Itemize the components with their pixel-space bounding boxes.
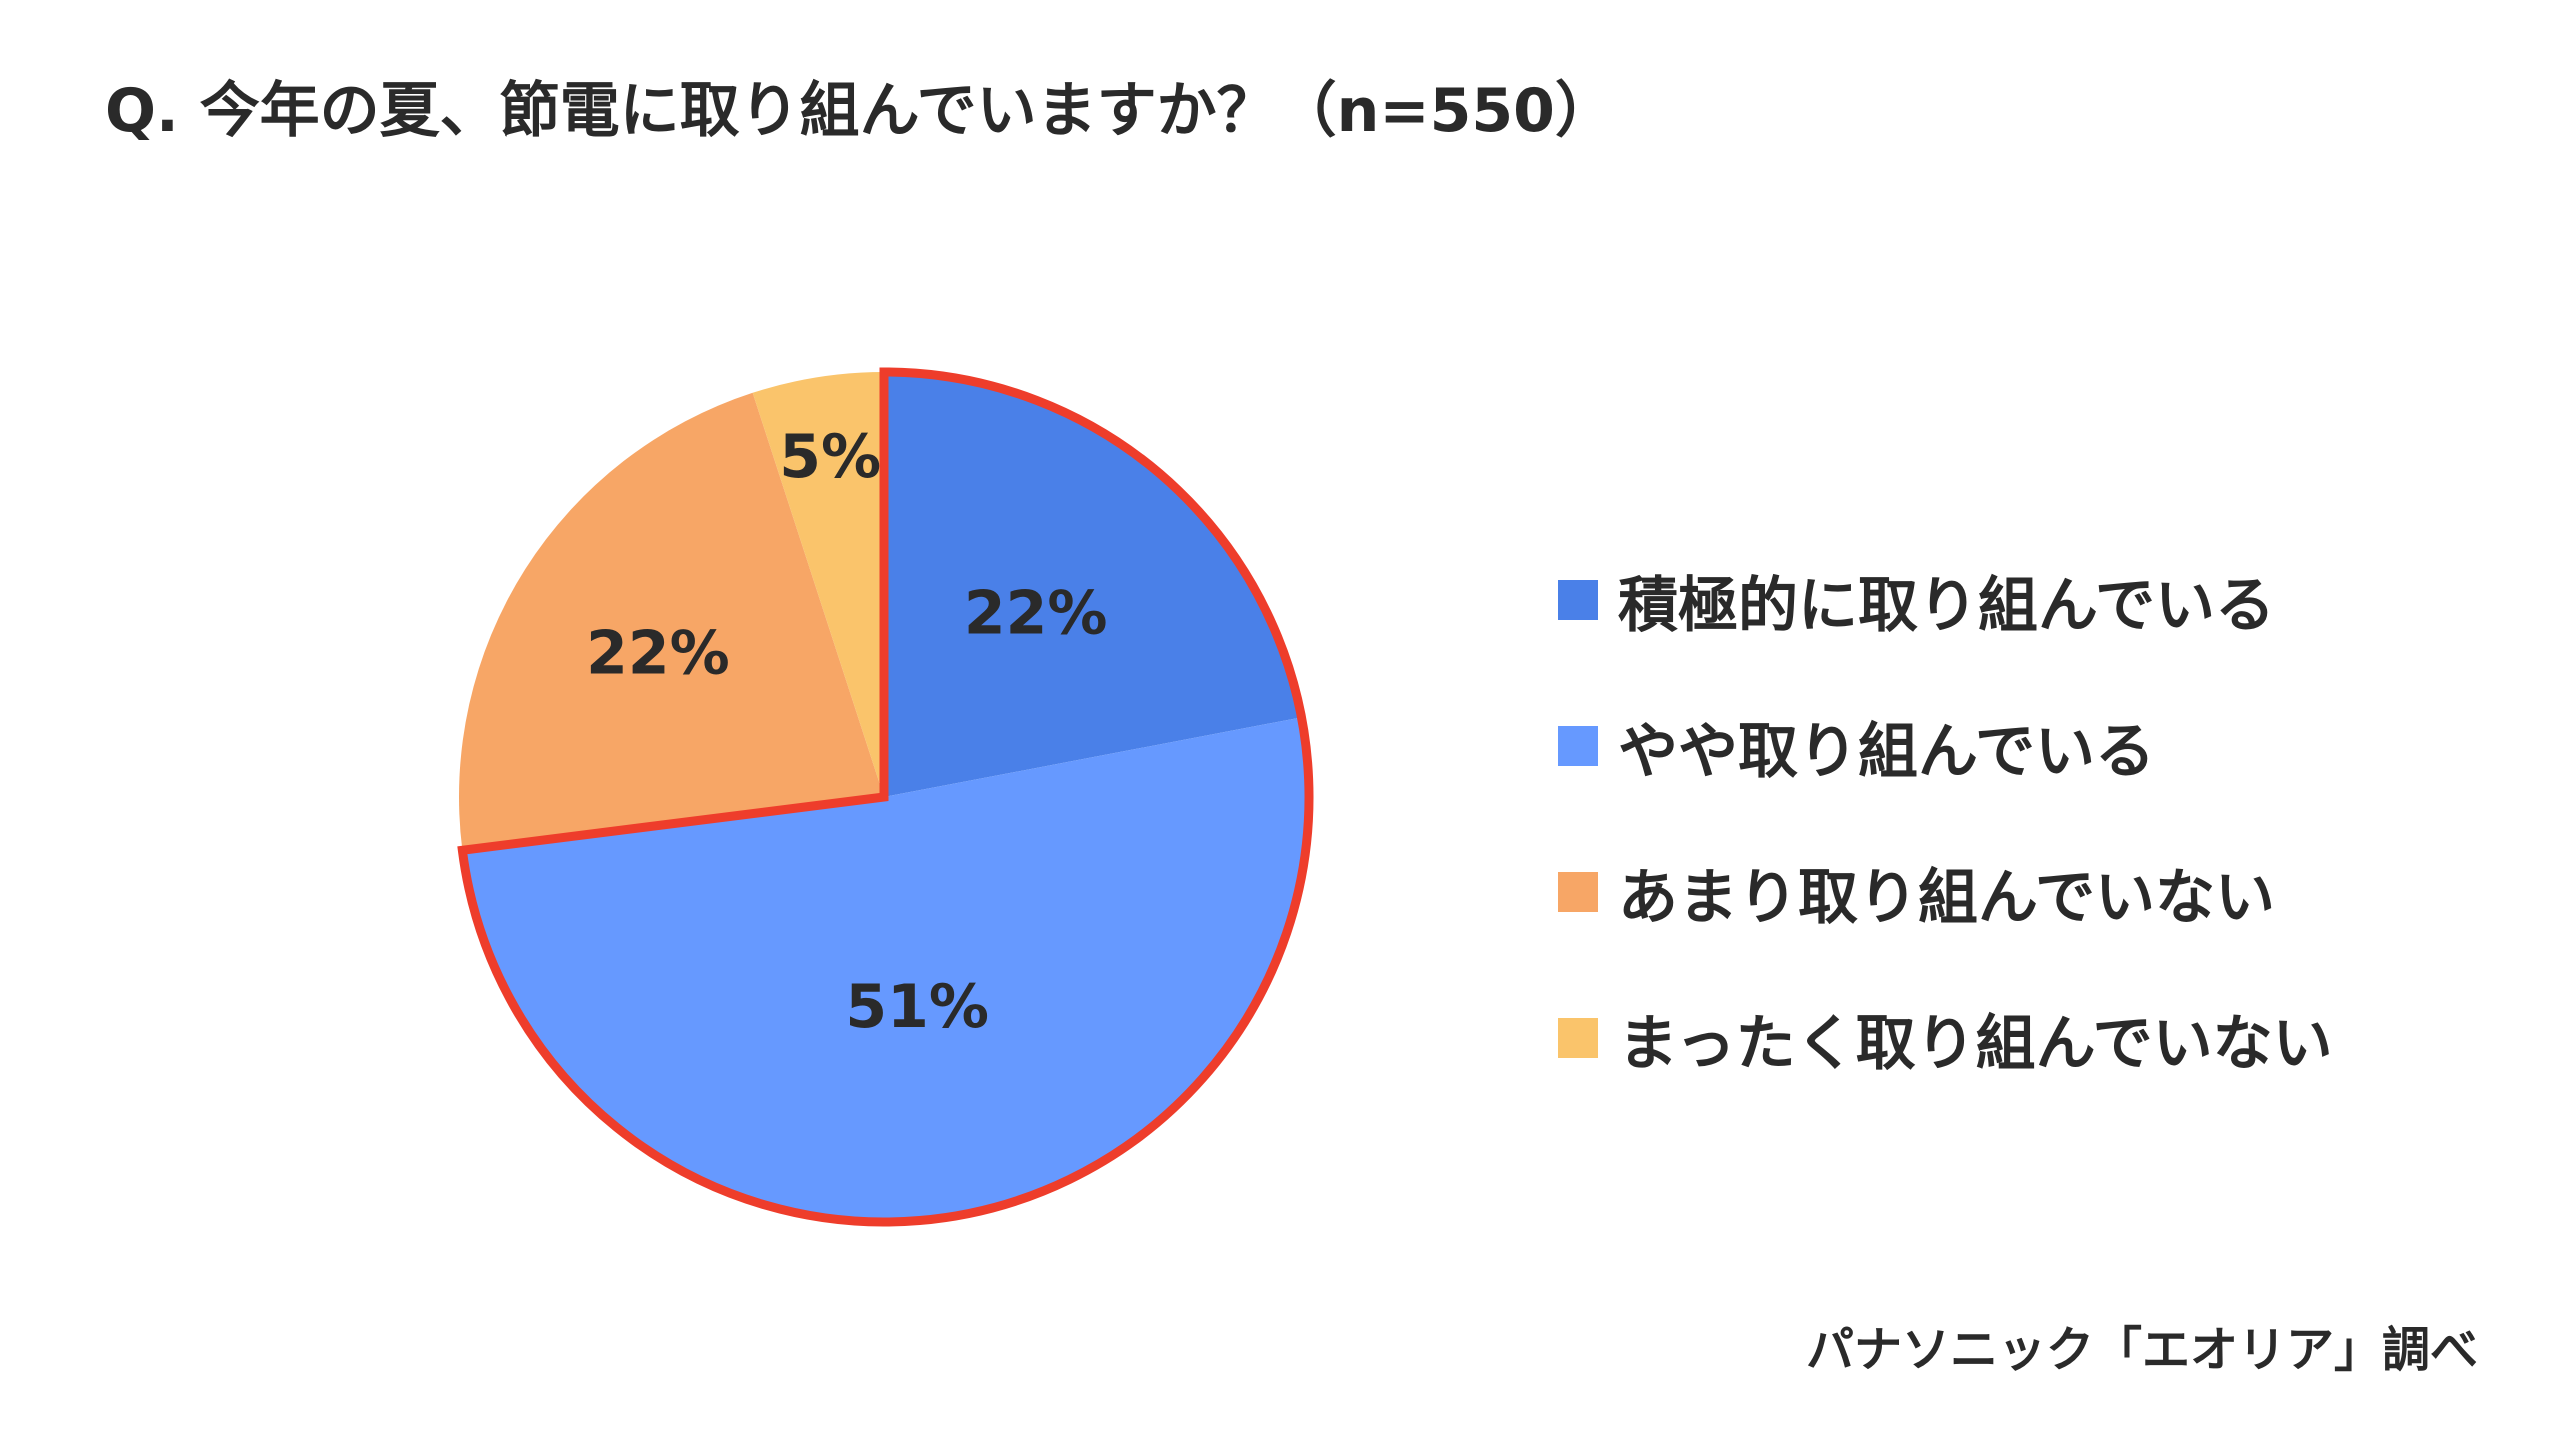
legend-swatch	[1558, 872, 1598, 912]
legend: 積極的に取り組んでいる やや取り組んでいる あまり取り組んでいない まったく取り…	[1558, 560, 2333, 1144]
data-label: 51%	[845, 972, 989, 1042]
highlight-outline	[457, 367, 1314, 1227]
legend-swatch	[1558, 726, 1598, 766]
legend-label: あまり取り組んでいない	[1618, 862, 2275, 933]
legend-label: まったく取り組んでいない	[1618, 1008, 2333, 1079]
pie-slice	[462, 717, 1310, 1223]
data-label: 22%	[586, 619, 730, 689]
legend-swatch	[1558, 1018, 1598, 1058]
legend-item: やや取り組んでいる	[1558, 706, 2333, 787]
legend-swatch	[1558, 580, 1598, 620]
data-label: 22%	[964, 579, 1108, 649]
legend-item: あまり取り組んでいない	[1558, 852, 2333, 933]
pie-slice	[752, 372, 884, 797]
legend-label: やや取り組んでいる	[1618, 716, 2155, 787]
legend-item: 積極的に取り組んでいる	[1558, 560, 2333, 641]
pie-slice	[884, 372, 1302, 797]
source-note: パナソニック「エオリア」調べ	[1805, 1322, 2478, 1378]
legend-label: 積極的に取り組んでいる	[1618, 570, 2275, 641]
pie-slice	[459, 392, 884, 851]
legend-item: まったく取り組んでいない	[1558, 998, 2333, 1079]
chart-title: Q. 今年の夏、節電に取り組んでいますか？（n=550）	[105, 76, 1615, 146]
data-label: 5%	[779, 422, 881, 492]
